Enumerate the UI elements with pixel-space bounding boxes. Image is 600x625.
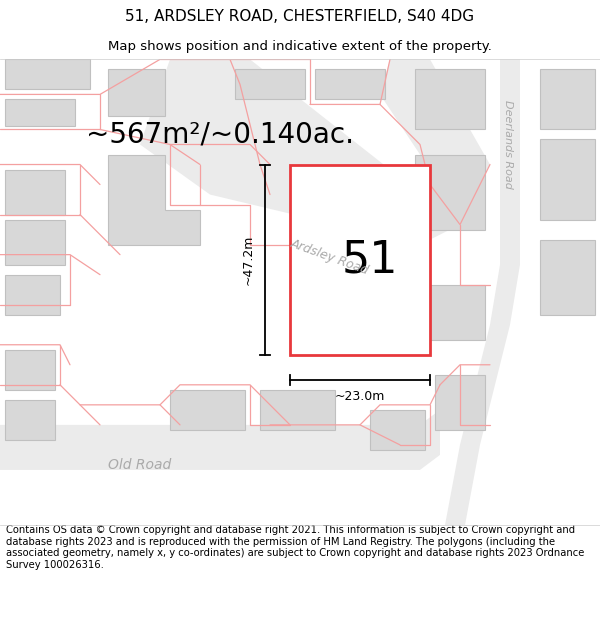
Polygon shape [170,390,245,430]
Polygon shape [415,284,485,340]
Polygon shape [5,219,65,264]
Text: Old Road: Old Road [109,458,172,472]
Text: Deerlands Road: Deerlands Road [503,100,513,189]
Polygon shape [108,69,165,116]
Text: 51: 51 [342,238,398,281]
Polygon shape [540,139,595,219]
Polygon shape [5,169,65,214]
Polygon shape [415,69,485,129]
Polygon shape [415,154,485,229]
Text: Contains OS data © Crown copyright and database right 2021. This information is : Contains OS data © Crown copyright and d… [6,525,584,570]
Polygon shape [540,69,595,129]
Polygon shape [5,59,90,89]
Polygon shape [5,274,60,315]
Text: 51, ARDSLEY ROAD, CHESTERFIELD, S40 4DG: 51, ARDSLEY ROAD, CHESTERFIELD, S40 4DG [125,9,475,24]
Polygon shape [445,59,520,525]
Polygon shape [540,239,595,315]
Polygon shape [5,400,55,440]
Text: ~567m²/~0.140ac.: ~567m²/~0.140ac. [86,121,354,149]
Polygon shape [235,69,305,99]
Polygon shape [108,154,200,244]
Text: ~23.0m: ~23.0m [335,390,385,403]
Polygon shape [370,410,425,450]
Polygon shape [290,164,430,355]
Polygon shape [5,99,75,126]
Polygon shape [140,59,460,244]
Polygon shape [5,350,55,390]
Text: Ardsley Road: Ardsley Road [289,236,371,277]
Polygon shape [315,69,385,99]
Polygon shape [380,59,490,214]
Polygon shape [0,410,440,470]
Text: ~47.2m: ~47.2m [242,234,255,285]
Polygon shape [260,390,335,430]
Polygon shape [435,375,485,430]
Text: Map shows position and indicative extent of the property.: Map shows position and indicative extent… [108,40,492,52]
